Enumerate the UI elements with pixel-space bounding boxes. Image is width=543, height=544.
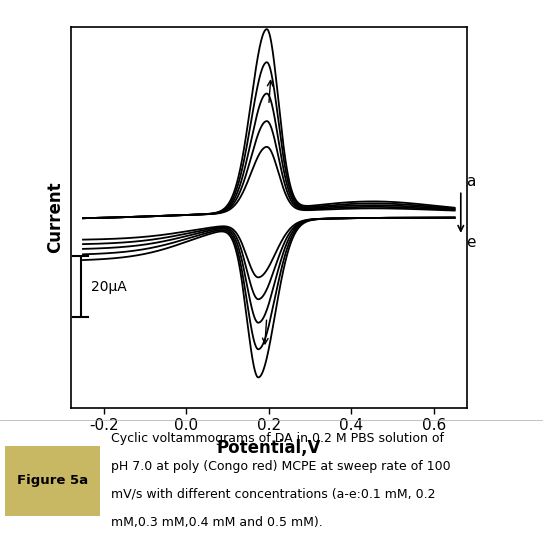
Text: pH 7.0 at poly (Congo red) MCPE at sweep rate of 100: pH 7.0 at poly (Congo red) MCPE at sweep… (111, 460, 451, 473)
Y-axis label: Current: Current (46, 182, 64, 254)
Text: 20μA: 20μA (91, 280, 127, 294)
Text: Cyclic voltammograms of DA in 0.2 M PBS solution of: Cyclic voltammograms of DA in 0.2 M PBS … (111, 431, 444, 444)
Text: mV/s with different concentrations (a-e:0.1 mM, 0.2: mV/s with different concentrations (a-e:… (111, 488, 436, 500)
Text: mM,0.3 mM,0.4 mM and 0.5 mM).: mM,0.3 mM,0.4 mM and 0.5 mM). (111, 516, 323, 529)
FancyBboxPatch shape (5, 446, 100, 516)
Text: Figure 5a: Figure 5a (17, 474, 89, 487)
Text: a: a (466, 174, 476, 189)
Text: e: e (466, 236, 476, 250)
X-axis label: Potential,V: Potential,V (217, 439, 321, 457)
